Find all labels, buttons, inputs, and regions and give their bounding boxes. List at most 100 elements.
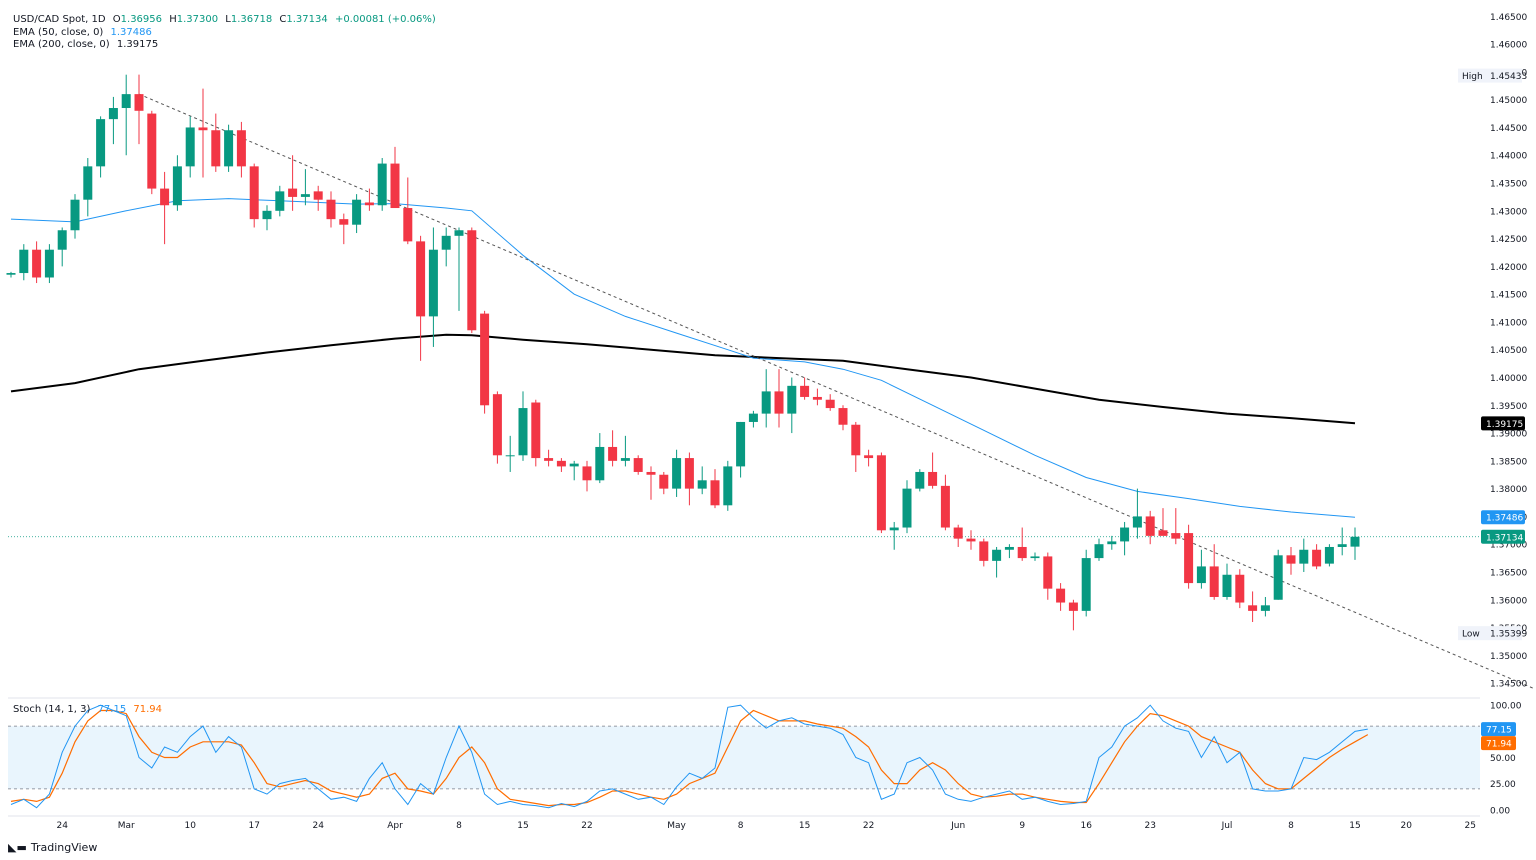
time-tick-label: 23 — [1144, 821, 1155, 831]
stoch-tick-label: 25.00 — [1490, 780, 1516, 790]
candle-body — [761, 391, 771, 414]
candle-body — [32, 249, 42, 278]
candle-body — [249, 166, 259, 220]
time-tick-label: 8 — [1288, 821, 1294, 831]
trendline[interactable] — [138, 93, 1535, 690]
price-tick-label: 1.39500 — [1490, 402, 1527, 412]
candle-body — [966, 538, 976, 542]
brand-label: TradingView — [30, 841, 98, 854]
candle-body — [1273, 555, 1283, 600]
price-tick-label: 1.43000 — [1490, 207, 1527, 217]
candle-body — [1209, 566, 1219, 597]
candle-body — [467, 230, 477, 331]
candle-body — [1248, 605, 1258, 611]
price-tick-label: 1.38000 — [1490, 485, 1527, 495]
ema200-value: 1.39175 — [116, 39, 159, 50]
candle-body — [352, 199, 362, 225]
stoch-k-value: 77.15 — [97, 704, 127, 715]
candle-body — [940, 485, 950, 528]
candle-body — [57, 230, 67, 250]
candle-body — [659, 474, 669, 489]
candle-body — [147, 113, 157, 189]
high-value: 1.37300 — [176, 14, 219, 25]
candle-body — [134, 94, 144, 111]
candle-body — [288, 188, 298, 197]
candle-body — [403, 208, 413, 242]
candle-body — [6, 273, 16, 275]
candle-body — [1286, 555, 1296, 564]
candle-body — [825, 399, 835, 409]
candle-body — [697, 480, 707, 489]
time-tick-label: Mar — [118, 821, 135, 831]
price-tick-label: 1.38500 — [1490, 457, 1527, 467]
candle-body — [1312, 549, 1322, 567]
time-tick-label: 24 — [56, 821, 68, 831]
candle-body — [953, 527, 963, 539]
change-value: +0.00081 (+0.06%) — [334, 14, 436, 25]
tradingview-logo-icon: ◣▬ — [8, 841, 27, 854]
price-tick-label: 1.39000 — [1490, 430, 1527, 440]
candle-body — [1120, 527, 1130, 542]
candle-body — [838, 408, 848, 425]
high-label: H — [169, 14, 177, 25]
time-axis[interactable]: 24 Mar 10 17 24 Apr 8 15 22 May 8 15 22 Jun 9 16 23 Jul 8 1… — [56, 821, 1475, 831]
ema200-path — [10, 333, 1356, 425]
price-tick-label: 1.40000 — [1490, 374, 1527, 384]
close-value: 1.37134 — [286, 14, 328, 25]
candle-body — [595, 446, 605, 481]
candle-body — [582, 466, 592, 481]
stoch-label: Stoch (14, 1, 3) — [13, 704, 91, 715]
time-tick-label: 15 — [517, 821, 528, 831]
hl-badge-label: High — [1462, 72, 1483, 82]
candle-body — [748, 413, 758, 422]
candle-body — [1184, 533, 1194, 584]
hl-badge-bg — [1458, 68, 1522, 83]
time-tick-label: 15 — [1349, 821, 1360, 831]
time-tick-label: 25 — [1464, 821, 1475, 831]
stoch-legend[interactable]: Stoch (14, 1, 3) 77.15 71.94 — [13, 704, 162, 715]
candle-body — [1056, 588, 1066, 603]
candle-body — [339, 219, 349, 225]
candle-body — [876, 455, 886, 531]
candle-body — [1004, 546, 1014, 550]
candle-body — [1299, 549, 1309, 564]
candle-body — [83, 166, 93, 200]
time-tick-label: May — [667, 821, 686, 831]
candle-body — [390, 163, 400, 209]
ema200-line — [10, 333, 1356, 425]
candle-body — [1324, 546, 1334, 564]
ema50-label: EMA (50, close, 0) — [13, 27, 104, 38]
brand[interactable]: ◣▬ TradingView — [8, 841, 97, 854]
price-tick-label: 1.46500 — [1490, 13, 1527, 23]
candle-body — [505, 455, 515, 457]
stoch-k-line — [10, 704, 1368, 809]
price-tick-label: 1.41500 — [1490, 291, 1527, 301]
ema200-label: EMA (200, close, 0) — [13, 39, 110, 50]
candle-body — [889, 527, 899, 531]
stoch-band — [8, 725, 1480, 790]
candle-body — [313, 191, 323, 200]
symbol-legend[interactable]: USD/CAD Spot, 1D O1.36956 H1.37300 L1.36… — [13, 14, 436, 26]
ema200-legend[interactable]: EMA (200, close, 0) 1.39175 — [13, 39, 158, 51]
candle-body — [1222, 574, 1232, 597]
candle-body — [300, 194, 310, 197]
candle-body — [774, 391, 784, 414]
time-tick-label: 24 — [312, 821, 324, 831]
candle-body — [1043, 556, 1053, 589]
symbol-label: USD/CAD Spot, 1D — [13, 14, 106, 25]
axes — [8, 697, 1480, 817]
time-tick-label: 17 — [248, 821, 259, 831]
candle-body — [454, 230, 464, 236]
candle-body — [787, 385, 797, 414]
price-tick-label: 1.42500 — [1490, 235, 1527, 245]
candle-body — [211, 130, 221, 167]
price-tick-label: 1.41000 — [1490, 318, 1527, 328]
candle-body — [710, 480, 720, 506]
candle-body — [518, 408, 528, 456]
candle-body — [1068, 602, 1078, 611]
candle-body — [198, 127, 208, 131]
candle-body — [492, 394, 502, 456]
ema50-legend[interactable]: EMA (50, close, 0) 1.37486 — [13, 27, 152, 39]
stoch-band-fill — [8, 726, 1480, 789]
